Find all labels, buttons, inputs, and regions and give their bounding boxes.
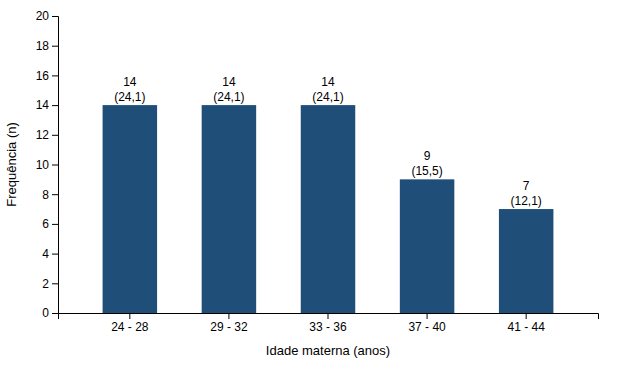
y-tick-label: 6 [42, 217, 49, 231]
y-tick-mark [52, 46, 58, 47]
chart-container: 24 - 28 29 - 32 33 - 36 37 - 40 41 - 44 0 2 4 6 8… [0, 0, 618, 365]
x-tick-mark [228, 313, 229, 319]
x-tick: 24 - 28 [111, 313, 149, 334]
x-tick: 37 - 40 [408, 313, 446, 334]
annotation: (12,1) [510, 194, 541, 208]
y-tick: 10 [36, 158, 58, 172]
y-tick-label: 4 [42, 247, 49, 261]
x-tick-mark [328, 313, 329, 319]
y-tick: 2 [42, 277, 58, 291]
y-tick: 18 [36, 39, 58, 53]
bar [499, 209, 553, 313]
y-tick-label: 16 [36, 69, 50, 83]
y-tick: 8 [42, 188, 58, 202]
x-axis-title: Idade materna (anos) [266, 343, 390, 358]
x-tick-mark [526, 313, 527, 319]
x-tick: 33 - 36 [309, 313, 347, 334]
bar [202, 105, 256, 313]
x-axis-line [59, 314, 599, 320]
x-tick-label: 37 - 40 [408, 320, 446, 334]
x-tick-label: 29 - 32 [210, 320, 248, 334]
y-tick-mark [52, 165, 58, 166]
y-tick-mark [52, 16, 58, 17]
y-axis-line [52, 17, 59, 314]
y-tick: 0 [42, 306, 58, 320]
data-label: 14 [123, 75, 137, 89]
labels: (24,1) (24,1) (24,1) (15,5) (12,1) 14 14 14 9 7 [114, 75, 542, 208]
x-tick-mark [427, 313, 428, 319]
annotation: (24,1) [114, 90, 145, 104]
y-axis-title: Frequência (n) [4, 122, 19, 207]
y-tick-mark [52, 254, 58, 255]
y-tick-label: 12 [36, 128, 50, 142]
bars [103, 105, 554, 313]
data-label: 14 [321, 75, 335, 89]
data-label: 7 [523, 179, 530, 193]
x-tick-label: 33 - 36 [309, 320, 347, 334]
annotation: (24,1) [213, 90, 244, 104]
y-axis: 0 2 4 6 8 10 12 14 16 18 20 [36, 9, 59, 320]
y-tick-label: 2 [42, 277, 49, 291]
x-tick-mark [129, 313, 130, 319]
y-tick-mark [52, 224, 58, 225]
x-tick: 29 - 32 [210, 313, 248, 334]
bar [301, 105, 355, 313]
y-tick-mark [52, 75, 58, 76]
y-tick: 14 [36, 98, 58, 112]
annotation: (15,5) [411, 164, 442, 178]
data-label: 9 [424, 149, 431, 163]
y-tick: 20 [36, 9, 58, 23]
y-tick-label: 14 [36, 98, 50, 112]
y-tick-label: 20 [36, 9, 50, 23]
y-tick-label: 10 [36, 158, 50, 172]
y-tick: 6 [42, 217, 58, 231]
y-tick-label: 0 [42, 306, 49, 320]
y-tick: 4 [42, 247, 58, 261]
y-tick: 12 [36, 128, 58, 142]
y-tick-label: 8 [42, 188, 49, 202]
y-tick-mark [52, 105, 58, 106]
y-tick: 16 [36, 69, 58, 83]
y-tick-mark [52, 313, 58, 314]
x-tick-label: 41 - 44 [507, 320, 545, 334]
x-tick: 41 - 44 [507, 313, 545, 334]
y-tick-label: 18 [36, 39, 50, 53]
x-tick-label: 24 - 28 [111, 320, 149, 334]
annotation: (24,1) [312, 90, 343, 104]
x-axis: 24 - 28 29 - 32 33 - 36 37 - 40 41 - 44 [59, 313, 599, 334]
plot: 24 - 28 29 - 32 33 - 36 37 - 40 41 - 44 0 2 4 6 8… [36, 9, 599, 333]
y-tick-mark [52, 283, 58, 284]
chart-svg: 24 - 28 29 - 32 33 - 36 37 - 40 41 - 44 0 2 4 6 8… [0, 0, 618, 365]
y-tick-mark [52, 194, 58, 195]
y-tick-mark [52, 135, 58, 136]
bar [400, 179, 454, 313]
data-label: 14 [222, 75, 236, 89]
bar [103, 105, 157, 313]
